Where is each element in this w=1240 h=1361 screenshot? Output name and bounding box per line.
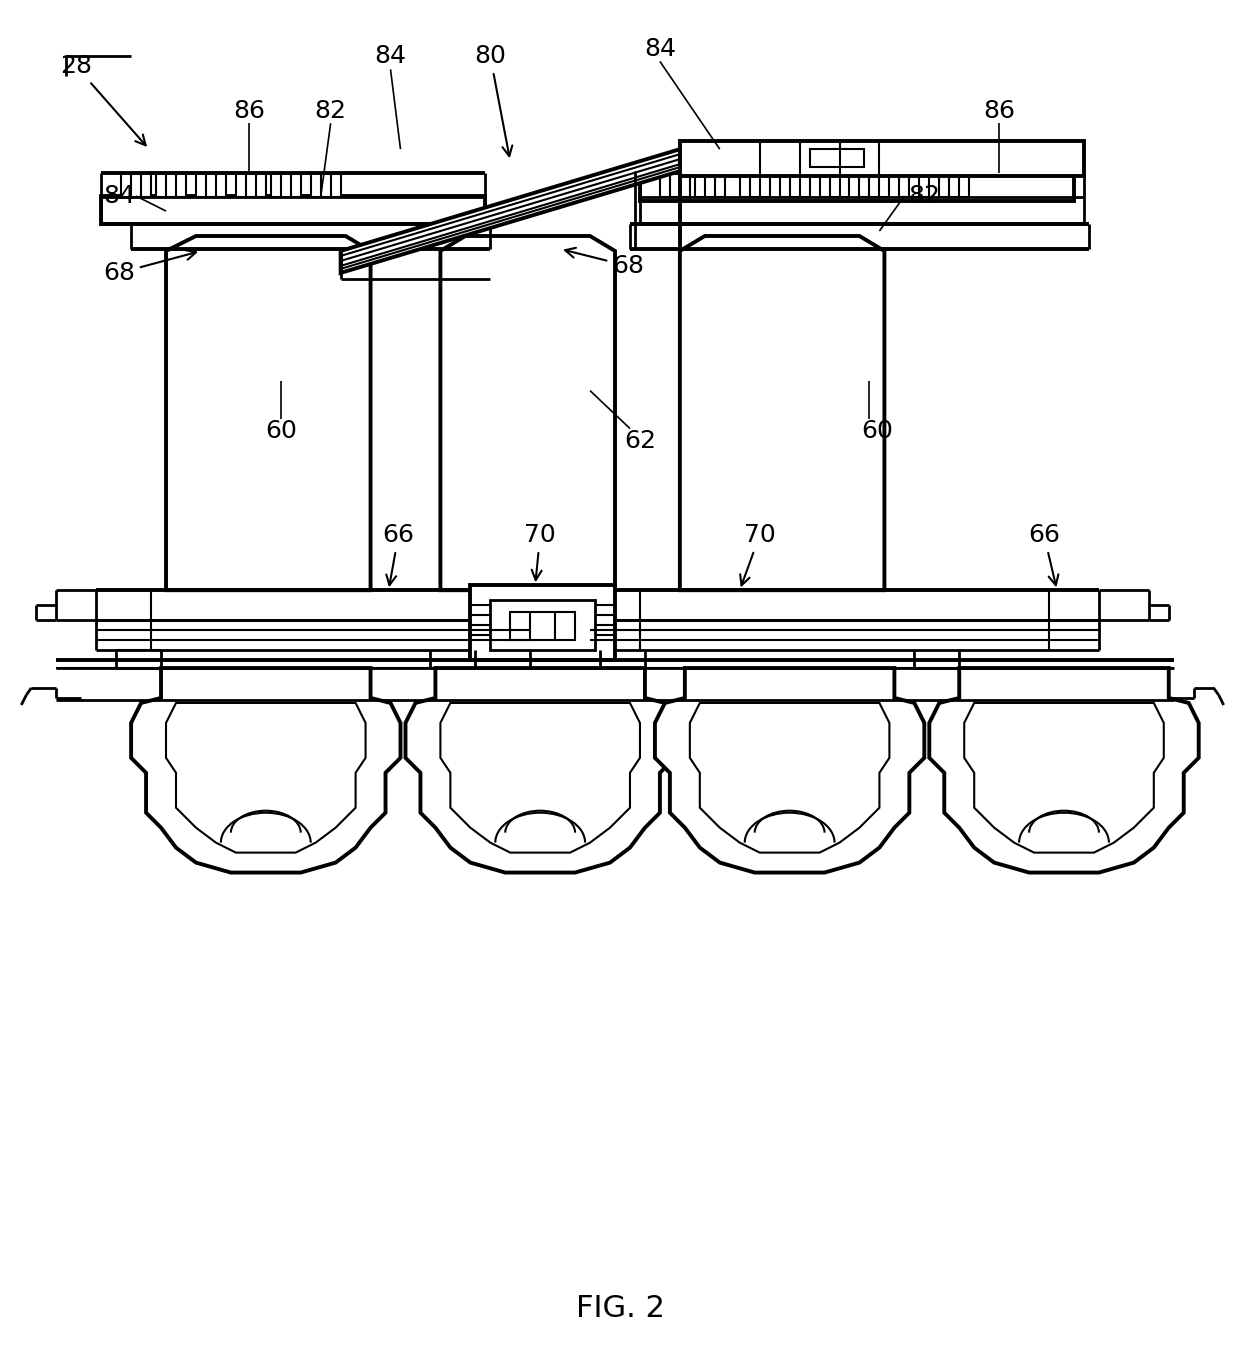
Text: 84: 84: [644, 37, 676, 61]
Text: 86: 86: [233, 99, 265, 124]
Bar: [102, 196, 485, 225]
Polygon shape: [655, 668, 924, 872]
Text: 62: 62: [624, 429, 656, 453]
Polygon shape: [680, 235, 884, 591]
Bar: [490, 600, 595, 651]
Text: 70: 70: [740, 524, 775, 585]
Text: 70: 70: [525, 524, 556, 580]
Text: 80: 80: [475, 45, 512, 157]
Bar: [270, 173, 301, 197]
Text: 84: 84: [103, 184, 135, 208]
Bar: [660, 173, 689, 197]
Bar: [680, 142, 1084, 176]
Bar: [899, 173, 929, 197]
Bar: [810, 150, 864, 167]
Bar: [236, 173, 265, 197]
Text: 60: 60: [265, 419, 296, 442]
Bar: [694, 173, 724, 197]
Text: FIG. 2: FIG. 2: [575, 1294, 665, 1323]
Polygon shape: [131, 668, 401, 872]
Bar: [510, 612, 575, 640]
Text: 84: 84: [374, 45, 407, 68]
Text: 68: 68: [565, 248, 644, 278]
Text: 68: 68: [103, 250, 196, 284]
Text: 66: 66: [1028, 524, 1060, 585]
Bar: [740, 173, 770, 197]
Text: 86: 86: [983, 99, 1016, 124]
Bar: [640, 173, 1074, 201]
Bar: [859, 173, 889, 197]
Bar: [311, 173, 341, 197]
Text: 28: 28: [61, 54, 145, 146]
Polygon shape: [341, 150, 680, 274]
Polygon shape: [166, 235, 371, 591]
Bar: [122, 173, 151, 197]
Polygon shape: [440, 235, 615, 591]
Text: 60: 60: [862, 419, 893, 442]
Bar: [470, 585, 615, 660]
Text: 82: 82: [315, 99, 347, 124]
Polygon shape: [405, 668, 675, 872]
Bar: [820, 173, 849, 197]
Bar: [156, 173, 186, 197]
Bar: [939, 173, 970, 197]
Text: 82: 82: [909, 184, 940, 208]
Bar: [196, 173, 226, 197]
Polygon shape: [929, 668, 1199, 872]
Text: 66: 66: [382, 524, 414, 585]
Bar: [780, 173, 810, 197]
